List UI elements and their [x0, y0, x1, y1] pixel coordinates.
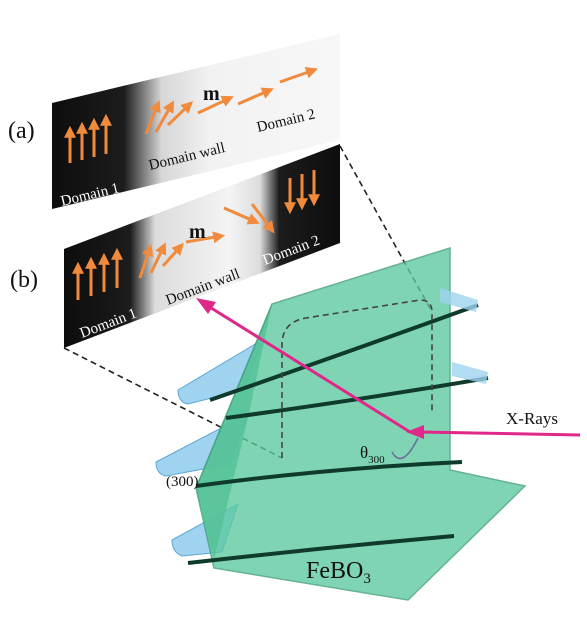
magnetization-arrow — [149, 242, 167, 274]
angle-symbol: θ — [360, 443, 368, 462]
lattice-plane-tab — [452, 362, 488, 384]
magnetization-arrow — [250, 203, 275, 234]
magnetization-arrow — [154, 100, 175, 133]
panel-b-strip — [64, 144, 340, 348]
panel-b-domain2-arrows — [284, 170, 320, 215]
panel-b-wall-arrows — [138, 203, 275, 279]
panel-a: m Domain 1 Domain wall Domain 2 — [52, 34, 340, 210]
plane-edge — [187, 534, 455, 565]
magnetization-arrow — [279, 66, 318, 84]
panel-b: m Domain 1 Domain wall Domain 2 — [64, 144, 340, 348]
panel-b-label: (b) — [10, 267, 38, 293]
magnetization-arrow — [138, 244, 154, 279]
incident-beam — [419, 430, 581, 437]
angle-label: θ300 — [360, 443, 385, 466]
crystal-name: FeBO — [306, 558, 363, 584]
diffracted-beam — [207, 304, 411, 434]
projection-line — [339, 145, 433, 313]
magnetization-arrow — [185, 231, 226, 244]
magnetization-arrow — [197, 95, 234, 115]
diffracted-beam-arrowhead — [196, 298, 216, 314]
incident-beam-arrowhead — [406, 425, 424, 439]
panel-a-domain1-arrows — [64, 113, 112, 163]
xray-beam — [196, 298, 581, 439]
panel-b-m-label: m — [189, 221, 206, 243]
panel-a-wall-arrows — [144, 66, 318, 135]
angle-arc — [391, 437, 419, 460]
plane-edge — [195, 460, 463, 488]
crystal-label: FeBO3 — [306, 558, 371, 587]
angle-subscript: 300 — [368, 454, 385, 466]
crystal-febo3 — [187, 246, 527, 601]
panel-a-strip — [52, 34, 340, 209]
illuminated-region — [281, 299, 433, 458]
plane-edge — [209, 303, 479, 402]
panel-a-label: (a) — [8, 118, 35, 144]
crystal-front-face — [195, 246, 527, 601]
magnetization-arrow — [237, 87, 274, 106]
magnetization-arrow — [144, 100, 161, 135]
beam-label: X-Rays — [506, 409, 558, 428]
crystal-subscript: 3 — [363, 571, 371, 587]
panel-a-m-label: m — [203, 83, 220, 105]
panel-b-domain1-arrows — [72, 247, 123, 300]
magnetization-arrow — [161, 242, 184, 268]
lattice-plane-tab — [440, 288, 478, 312]
magnetization-arrow — [166, 101, 194, 127]
plane-label: (300) — [166, 474, 199, 490]
magnetization-arrow — [223, 206, 260, 225]
